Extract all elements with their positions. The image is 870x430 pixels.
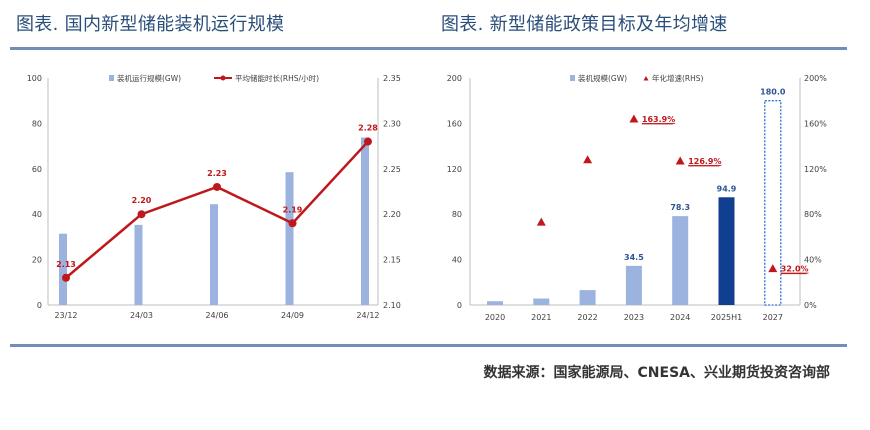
y2-tick-label: 120%: [804, 165, 827, 174]
x-tick-label: 23/12: [54, 311, 77, 320]
y-tick-label: 0: [37, 301, 42, 310]
growth-marker: [768, 264, 778, 273]
right-chart-panel: 0 40 80 120 160 200 0% 40% 80% 120% 160% 200% 2020 20…: [438, 66, 838, 326]
duration-point: [62, 273, 70, 282]
x-tick-label: 2020: [485, 313, 505, 322]
capacity-label: 180.0: [760, 88, 786, 97]
legend-bar-swatch: [570, 75, 575, 81]
x-tick-label: 2022: [577, 313, 597, 322]
duration-point: [288, 219, 297, 228]
capacity-bar: [487, 301, 503, 305]
duration-label: 2.23: [207, 169, 227, 178]
left-chart-title: 图表. 国内新型储能装机运行规模: [16, 14, 285, 35]
y-tick-label: 80: [32, 119, 42, 128]
y-tick-label: 100: [27, 74, 42, 83]
legend-marker-swatch: [643, 76, 649, 81]
capacity-bar: [625, 265, 642, 305]
x-tick-label: 2025H1: [711, 313, 742, 322]
legend-line-label: 平均储能时长(RHS/小时): [235, 73, 319, 83]
legend-bar-label: 装机规模(GW): [578, 73, 627, 83]
x-tick-label: 2023: [624, 313, 644, 322]
growth-label: 32.0%: [781, 265, 809, 274]
growth-marker: [675, 156, 685, 165]
y2-tick-label: 2.35: [383, 74, 401, 83]
x-tick-label: 2021: [531, 313, 551, 322]
capacity-label: 78.3: [670, 203, 690, 212]
x-tick-label: 24/12: [356, 311, 379, 320]
capacity-label: 34.5: [624, 253, 644, 262]
y-tick-label: 0: [457, 301, 462, 310]
capacity-bar: [533, 298, 550, 305]
capacity-bar: [59, 233, 67, 305]
y-tick-label: 120: [447, 165, 462, 174]
right-chart-title: 图表. 新型储能政策目标及年均增速: [441, 14, 728, 35]
duration-point: [137, 210, 146, 219]
y2-tick-label: 160%: [804, 119, 827, 128]
duration-label: 2.19: [283, 205, 303, 214]
storage-capacity-chart: 0 20 40 60 80 100 2.10 2.15 2.20 2.25 2.30 2.35 23/1…: [27, 73, 401, 320]
legend-bar-label: 装机运行规模(GW): [117, 73, 181, 83]
capacity-bar: [579, 290, 596, 305]
y-tick-label: 200: [447, 74, 462, 83]
top-divider: [10, 47, 847, 50]
capacity-bar: [718, 197, 735, 305]
legend-bar-swatch: [109, 75, 114, 81]
growth-marker: [583, 155, 593, 164]
duration-point: [364, 137, 372, 146]
y2-tick-label: 2.10: [383, 301, 401, 310]
y-tick-label: 160: [447, 119, 462, 128]
y-tick-label: 60: [32, 165, 42, 174]
growth-label: 126.9%: [688, 157, 721, 166]
growth-marker: [536, 217, 546, 226]
duration-label: 2.28: [358, 124, 378, 133]
y2-tick-label: 2.15: [383, 256, 401, 265]
capacity-bar: [134, 224, 143, 305]
duration-label: 2.13: [56, 260, 76, 269]
y2-tick-label: 0%: [804, 301, 817, 310]
y2-tick-label: 80%: [804, 210, 822, 219]
y-tick-label: 80: [452, 210, 462, 219]
capacity-bar: [361, 137, 369, 305]
y-tick-label: 40: [452, 256, 462, 265]
target-bar: [764, 100, 782, 306]
duration-point: [213, 182, 221, 191]
y-tick-label: 20: [32, 256, 42, 265]
growth-marker: [629, 114, 639, 123]
source-note: 数据来源：国家能源局、CNESA、兴业期货投资咨询部: [483, 365, 830, 381]
policy-target-chart: 0 40 80 120 160 200 0% 40% 80% 120% 160% 200% 2020 20…: [447, 73, 828, 322]
capacity-bar: [210, 204, 218, 305]
x-tick-label: 24/06: [205, 311, 228, 320]
x-tick-label: 24/03: [130, 311, 153, 320]
legend-line-marker: [220, 75, 226, 81]
capacity-bar: [672, 216, 689, 305]
x-tick-label: 2024: [670, 313, 690, 322]
bottom-divider: [10, 344, 847, 347]
x-tick-label: 2027: [763, 313, 783, 322]
legend-marker-label: 年化增速(RHS): [652, 73, 704, 83]
y2-tick-label: 2.20: [383, 210, 401, 219]
y-tick-label: 40: [32, 210, 42, 219]
y2-tick-label: 2.25: [383, 165, 401, 174]
capacity-bar: [285, 172, 294, 305]
duration-label: 2.20: [132, 196, 152, 205]
y2-tick-label: 200%: [804, 74, 827, 83]
y2-tick-label: 2.30: [383, 119, 401, 128]
growth-label: 163.9%: [642, 115, 675, 124]
left-chart-panel: 0 20 40 60 80 100 2.10 2.15 2.20 2.25 2.30 2.35 23/1…: [18, 66, 418, 326]
capacity-label: 94.9: [717, 184, 737, 193]
x-tick-label: 24/09: [281, 311, 304, 320]
y2-tick-label: 40%: [804, 256, 822, 265]
